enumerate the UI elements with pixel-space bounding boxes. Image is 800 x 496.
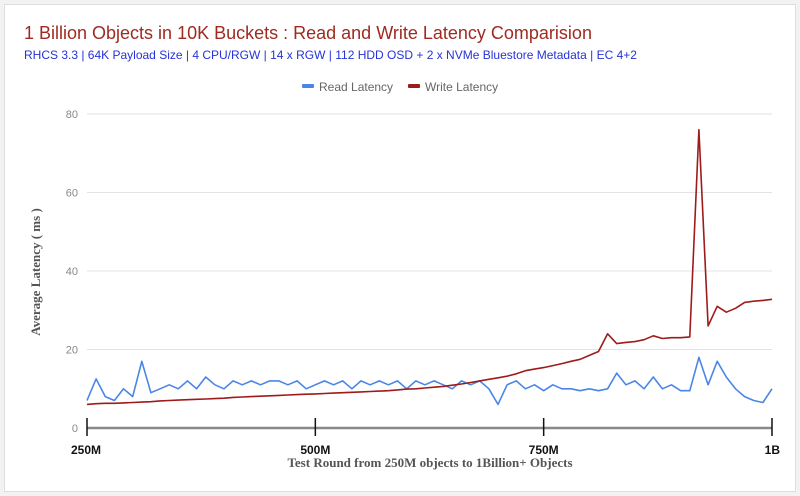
x-axis-title: Test Round from 250M objects to 1Billion…: [287, 455, 572, 470]
legend-swatch-write: [408, 84, 420, 88]
y-tick-label: 40: [66, 266, 78, 278]
legend-swatch-read: [302, 84, 314, 88]
x-tick-label: 1B: [765, 443, 781, 457]
chart-card: [4, 4, 796, 492]
legend-label-read: Read Latency: [319, 80, 393, 94]
y-tick-label: 80: [66, 109, 78, 121]
series-line-write: [86, 128, 773, 406]
x-tick-label: 750M: [529, 443, 559, 457]
y-axis-title: Average Latency ( ms ): [28, 208, 43, 336]
series-line-read: [86, 356, 773, 406]
x-tick-label: 500M: [300, 443, 330, 457]
chart-subtitle: RHCS 3.3 | 64K Payload Size | 4 CPU/RGW …: [24, 48, 637, 62]
chart-title: 1 Billion Objects in 10K Buckets : Read …: [24, 23, 592, 43]
y-tick-label: 60: [66, 188, 78, 200]
x-tick-label: 250M: [71, 443, 101, 457]
legend-label-write: Write Latency: [425, 80, 498, 94]
y-tick-label: 0: [72, 423, 78, 435]
y-tick-label: 20: [66, 345, 78, 357]
legend: Read Latency Write Latency: [302, 80, 498, 94]
